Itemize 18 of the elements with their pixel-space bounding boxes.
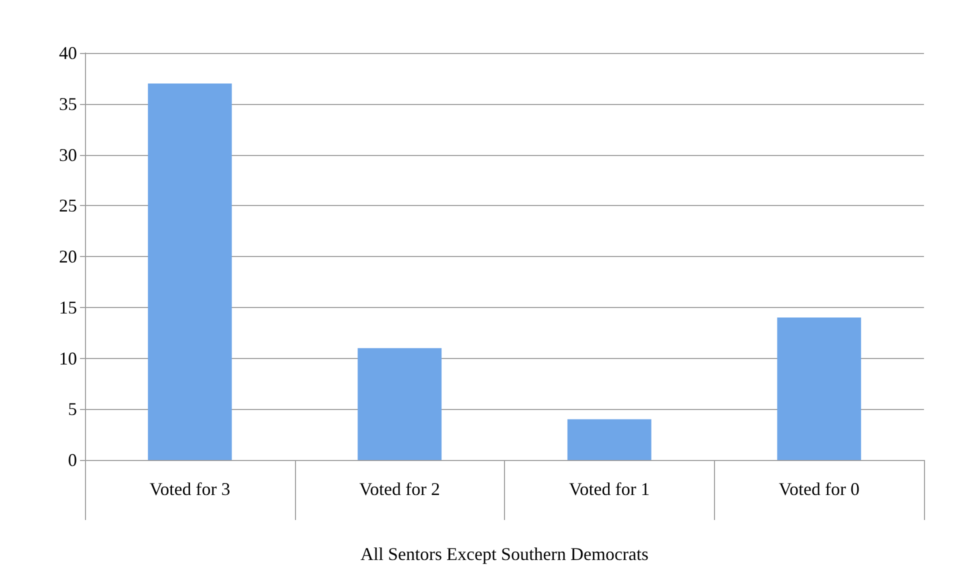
x-tick-label: Voted for 1	[569, 479, 650, 499]
bar	[567, 419, 652, 460]
y-tick-label: 15	[59, 297, 77, 318]
x-tick-label: Voted for 2	[359, 479, 440, 499]
x-axis-title: All Sentors Except Southern Democrats	[360, 544, 648, 564]
y-tick-label: 20	[59, 246, 77, 266]
y-tick-label: 0	[68, 450, 77, 470]
y-tick-label: 30	[59, 144, 77, 165]
bar	[148, 84, 232, 460]
bar	[358, 348, 442, 460]
x-tick-label: Voted for 0	[778, 479, 860, 499]
y-tick-label: 40	[59, 43, 77, 63]
x-tick-label: Voted for 3	[150, 479, 230, 499]
y-tick-label: 35	[59, 94, 77, 114]
y-tick-label: 5	[68, 399, 77, 420]
bar	[777, 318, 862, 460]
y-tick-label: 10	[59, 348, 77, 368]
y-tick-label: 25	[59, 196, 77, 216]
